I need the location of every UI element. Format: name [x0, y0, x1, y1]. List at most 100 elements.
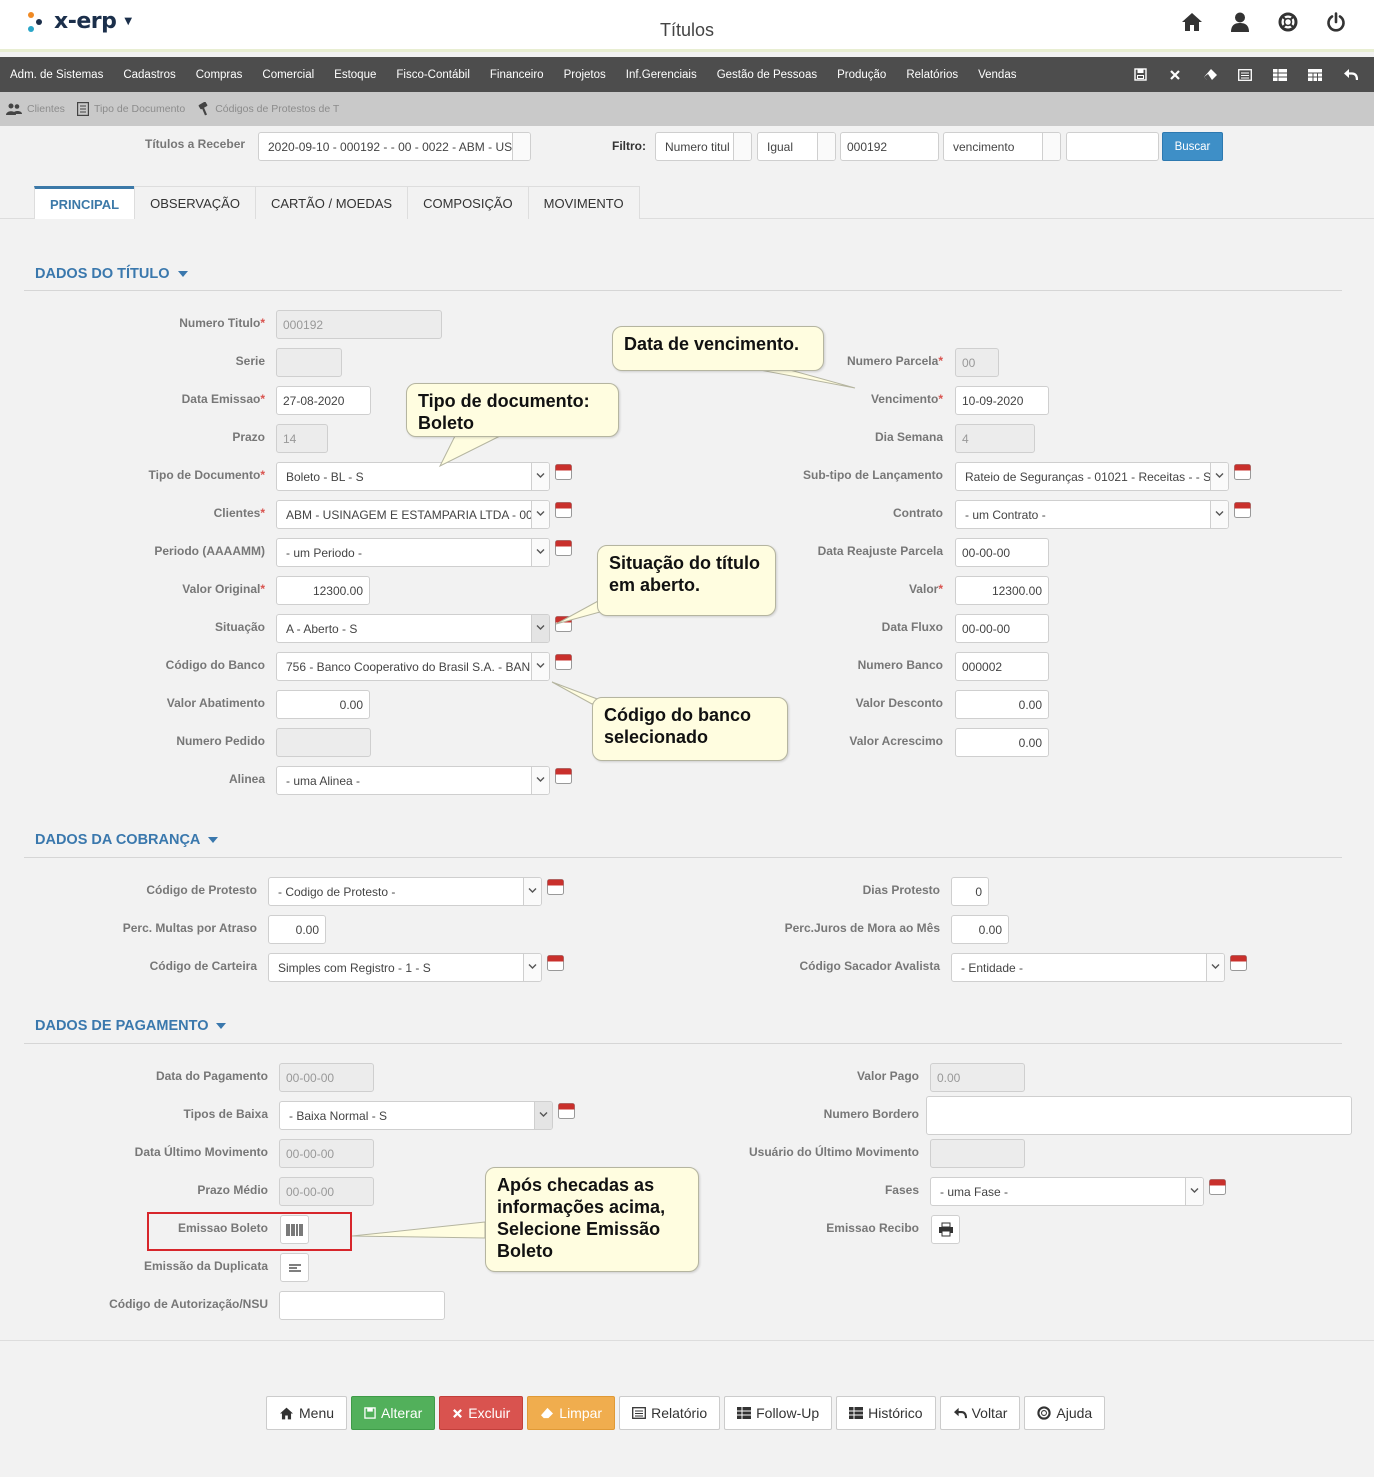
- pagamento-codigo-autorizacao-input[interactable]: [279, 1291, 445, 1320]
- titulo-alinea-select[interactable]: - uma Alinea -: [276, 766, 550, 795]
- menu-item[interactable]: Estoque: [334, 68, 377, 81]
- calendar-icon[interactable]: [547, 954, 564, 971]
- section-dados-cobranca[interactable]: DADOS DA COBRANÇA: [35, 832, 219, 848]
- tab-composicao[interactable]: COMPOSIÇÃO: [407, 186, 529, 219]
- cobranca-perc-juros-input[interactable]: 0.00: [951, 915, 1009, 944]
- menu-item[interactable]: Fisco-Contábil: [396, 68, 470, 81]
- titulo-valor-original-input[interactable]: 12300.00: [276, 576, 370, 605]
- emissao-boleto-button[interactable]: [280, 1215, 309, 1244]
- tab-principal[interactable]: PRINCIPAL: [34, 186, 136, 219]
- calendar-icon[interactable]: [555, 463, 572, 480]
- calendar-icon[interactable]: [547, 878, 564, 895]
- filter-order-select[interactable]: vencimento: [943, 132, 1061, 161]
- titulo-data-reajuste-input[interactable]: 00-00-00: [955, 538, 1049, 567]
- menu-item[interactable]: Relatórios: [906, 68, 959, 81]
- menu-item[interactable]: Adm. de Sistemas: [10, 68, 104, 81]
- titulo-vencimento-input[interactable]: 10-09-2020: [955, 386, 1049, 415]
- cobranca-perc-multas-input[interactable]: 0.00: [268, 915, 326, 944]
- calendar-icon[interactable]: [555, 501, 572, 518]
- breadcrumb-item-codigos-protestos[interactable]: Códigos de Protestos de T: [197, 102, 339, 116]
- tab-observacao[interactable]: OBSERVAÇÃO: [134, 186, 256, 219]
- voltar-button[interactable]: Voltar: [939, 1396, 1021, 1430]
- filter-field-select[interactable]: Numero titul: [655, 132, 752, 161]
- calendar-icon[interactable]: [1234, 463, 1251, 480]
- breadcrumb-item-tipo-documento[interactable]: Tipo de Documento: [76, 102, 185, 116]
- close-icon[interactable]: [1167, 67, 1183, 83]
- section-dados-pagamento[interactable]: DADOS DE PAGAMENTO: [35, 1018, 227, 1034]
- titulo-valor-input[interactable]: 12300.00: [955, 576, 1049, 605]
- app-logo[interactable]: x-erp ▼: [28, 9, 132, 34]
- calendar-icon[interactable]: [1209, 1178, 1226, 1195]
- eraser-icon[interactable]: [1202, 67, 1218, 83]
- pagamento-numero-bordero-input[interactable]: [926, 1096, 1352, 1135]
- cobranca-codigo-carteira-select[interactable]: Simples com Registro - 1 - S: [268, 953, 542, 982]
- calendar-icon[interactable]: [555, 615, 572, 632]
- emissao-recibo-button[interactable]: [931, 1215, 960, 1244]
- calendar-icon[interactable]: [558, 1102, 575, 1119]
- emissao-duplicata-button[interactable]: [280, 1253, 309, 1282]
- titulo-data-fluxo-input[interactable]: 00-00-00: [955, 614, 1049, 643]
- calendar-icon[interactable]: [555, 653, 572, 670]
- relatorio-button[interactable]: Relatório: [619, 1396, 721, 1430]
- help-lifebuoy-icon[interactable]: [1276, 10, 1300, 34]
- titulo-alinea-label: Alinea: [228, 772, 265, 786]
- undo-icon[interactable]: [1342, 67, 1358, 83]
- titulo-data-emissao-input[interactable]: 27-08-2020: [276, 386, 371, 415]
- ajuda-button[interactable]: Ajuda: [1024, 1396, 1106, 1430]
- menu-item[interactable]: Produção: [837, 68, 887, 81]
- alterar-button[interactable]: Alterar: [351, 1396, 436, 1430]
- form-view-icon[interactable]: [1237, 67, 1253, 83]
- menu-item[interactable]: Gestão de Pessoas: [716, 68, 818, 81]
- table-view-icon[interactable]: [1307, 67, 1323, 83]
- breadcrumb-item-clientes[interactable]: Clientes: [6, 103, 65, 116]
- titulo-contrato-select[interactable]: - um Contrato -: [955, 500, 1229, 529]
- menu-item[interactable]: Comercial: [262, 68, 315, 81]
- titulo-valor-acrescimo-input[interactable]: 0.00: [955, 728, 1049, 757]
- titulo-dia-semana-input: 4: [955, 424, 1035, 453]
- search-button[interactable]: Buscar: [1162, 132, 1223, 161]
- menu-item[interactable]: Vendas: [978, 68, 1017, 81]
- section-dados-titulo[interactable]: DADOS DO TÍTULO: [35, 266, 188, 282]
- tab-cartao-moedas[interactable]: CARTÃO / MOEDAS: [254, 186, 409, 219]
- titulo-subtipo-select[interactable]: Rateio de Seguranças - 01021 - Receitas …: [955, 462, 1229, 491]
- pagamento-fases-select[interactable]: - uma Fase -: [930, 1177, 1204, 1206]
- menu-item[interactable]: Projetos: [563, 68, 606, 81]
- menu-item[interactable]: Cadastros: [123, 68, 176, 81]
- power-icon[interactable]: [1324, 10, 1348, 34]
- cobranca-codigo-protesto-select[interactable]: - Codigo de Protesto -: [268, 877, 542, 906]
- limpar-button[interactable]: Limpar: [527, 1396, 616, 1430]
- titulo-valor-desconto-input[interactable]: 0.00: [955, 690, 1049, 719]
- calendar-icon[interactable]: [555, 539, 572, 556]
- calendar-icon[interactable]: [1234, 501, 1251, 518]
- cobranca-dias-protesto-label: Dias Protesto: [862, 883, 940, 897]
- filter-extra-input[interactable]: [1066, 132, 1159, 161]
- titulo-valor-abatimento-input[interactable]: 0.00: [276, 690, 370, 719]
- excluir-button[interactable]: Excluir: [439, 1396, 524, 1430]
- tab-movimento[interactable]: MOVIMENTO: [527, 186, 640, 219]
- filter-value-input[interactable]: 000192: [840, 132, 939, 161]
- grid-view-icon[interactable]: [1272, 67, 1288, 83]
- user-icon[interactable]: [1228, 10, 1252, 34]
- menu-item[interactable]: Financeiro: [489, 68, 544, 81]
- chevron-down-icon: [1215, 473, 1224, 478]
- titulo-tipo-documento-select[interactable]: Boleto - BL - S: [276, 462, 550, 491]
- menu-item[interactable]: Compras: [195, 68, 243, 81]
- titulo-clientes-select[interactable]: ABM - USINAGEM E ESTAMPARIA LTDA - 002: [276, 500, 550, 529]
- record-selector[interactable]: 2020-09-10 - 000192 - - 00 - 0022 - ABM …: [258, 132, 531, 161]
- tabs-divider: [0, 218, 1374, 219]
- calendar-icon[interactable]: [1230, 954, 1247, 971]
- top-bar: x-erp ▼ Títulos: [0, 0, 1374, 52]
- historico-button[interactable]: Histórico: [836, 1396, 936, 1430]
- calendar-icon[interactable]: [555, 767, 572, 784]
- home-icon[interactable]: [1180, 10, 1204, 34]
- cobranca-dias-protesto-input[interactable]: 0: [951, 877, 989, 906]
- titulo-numero-banco-input[interactable]: 000002: [955, 652, 1049, 681]
- cobranca-sacador-select[interactable]: - Entidade -: [951, 953, 1225, 982]
- titulo-codigo-banco-select[interactable]: 756 - Banco Cooperativo do Brasil S.A. -…: [276, 652, 550, 681]
- menu-button[interactable]: Menu: [266, 1396, 348, 1430]
- menu-item[interactable]: Inf.Gerenciais: [625, 68, 697, 81]
- titulo-periodo-select[interactable]: - um Periodo -: [276, 538, 550, 567]
- follow-up-button[interactable]: Follow-Up: [724, 1396, 833, 1430]
- filter-operator-select[interactable]: Igual: [757, 132, 836, 161]
- save-icon[interactable]: [1132, 67, 1148, 83]
